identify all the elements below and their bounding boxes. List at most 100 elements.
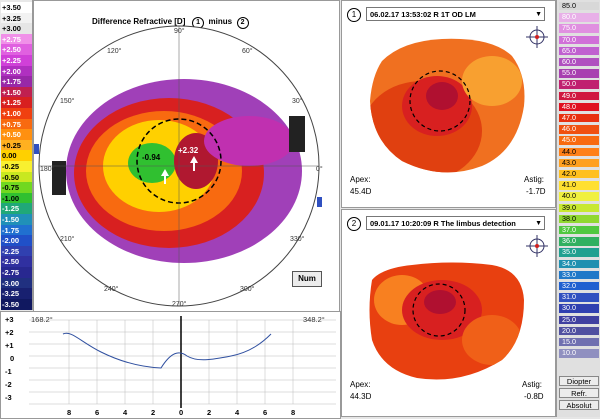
scale-entry: 38.0 [559, 214, 599, 224]
value-right: +2.32 [178, 146, 199, 155]
scale-entry: 33.0 [559, 270, 599, 280]
scale-entry: +2.50 [1, 44, 32, 56]
angle-120: 120° [107, 47, 122, 55]
apex-arrow-right [190, 156, 198, 163]
exam-two-marker: 2 [236, 17, 249, 29]
scale-entry: 48.0 [559, 102, 599, 112]
scale-entry: 55.0 [559, 68, 599, 78]
chevron-down-icon: ▼ [535, 220, 542, 227]
scale-entry: -0.50 [1, 171, 32, 183]
mask-block-right [289, 116, 305, 152]
scale-entry: 10.0 [559, 348, 599, 358]
profile-curve [62, 332, 272, 369]
profile-left-angle: 168.2° [31, 315, 53, 324]
scale-entry: 49.0 [559, 91, 599, 100]
scale-entry: +1.25 [1, 97, 32, 109]
scale-entry: 40.0 [559, 191, 599, 201]
mask-block-left [52, 161, 66, 195]
scale-entry: 45.0 [559, 135, 599, 145]
scale-entry: +1.00 [1, 108, 32, 119]
exam-select-value: 09.01.17 10:20:09 R The limbus detection [370, 219, 516, 228]
scale-entry: +2.00 [1, 65, 32, 77]
scale-entry: 70.0 [559, 35, 599, 44]
angle-210: 210° [60, 235, 75, 243]
astig-label: Astig: [524, 175, 545, 184]
curvature-map-2 [369, 262, 524, 380]
crosshair-icon[interactable] [526, 235, 548, 257]
angle-240: 240° [104, 285, 119, 293]
exam-select[interactable]: 09.01.17 10:20:09 R The limbus detection… [366, 216, 545, 230]
difference-color-scale: +3.50 +3.25 +3.00 +2.75 +2.50 +2.25 +2.00 +1.75… [0, 0, 33, 310]
apex-label: Apex: [350, 380, 371, 389]
scale-entry: +1.50 [1, 86, 32, 98]
angle-90: 90° [174, 27, 185, 35]
right-slider-handle[interactable] [317, 197, 322, 207]
curvature-map-1 [370, 38, 525, 173]
scale-entry: +0.25 [1, 139, 32, 151]
profile-ytick: 0 [10, 354, 14, 363]
apex-value: 44.3D [350, 392, 372, 401]
scale-entry: -1.50 [1, 214, 32, 225]
apex-value: 45.4D [350, 187, 372, 196]
profile-ytick: -1 [5, 367, 12, 376]
scale-entry: 32.0 [559, 281, 599, 291]
scale-entry: 39.0 [559, 203, 599, 212]
scale-entry: 65.0 [559, 46, 599, 56]
scale-entry: 50.0 [559, 79, 599, 89]
scale-entry: -0.25 [1, 161, 32, 172]
refr-button[interactable]: Refr. [559, 388, 599, 398]
angle-180: 180° [40, 165, 55, 173]
scale-entry: 42.0 [559, 169, 599, 179]
scale-entry: -1.25 [1, 203, 32, 215]
exam-select[interactable]: 06.02.17 13:53:02 R 1T OD LM ▼ [366, 7, 545, 21]
profile-xtick: 4 [235, 408, 240, 417]
scale-entry: +0.50 [1, 129, 32, 141]
crosshair-icon[interactable] [526, 26, 548, 48]
profile-xtick: 2 [151, 408, 155, 417]
scale-entry: -1.00 [1, 192, 32, 204]
minus-label: minus [208, 17, 233, 26]
astig-value: -0.8D [524, 392, 544, 401]
profile-right-angle: 348.2° [303, 315, 325, 324]
pupil-ring [409, 70, 471, 132]
scale-entry: -0.75 [1, 182, 32, 194]
left-slider-handle[interactable] [34, 144, 39, 154]
scale-entry: 43.0 [559, 158, 599, 168]
absolut-button[interactable]: Absolut [559, 400, 599, 410]
scale-entry: -3.25 [1, 288, 32, 300]
angle-270: 270° [172, 300, 187, 308]
pupil-ring [412, 283, 466, 337]
exam-select-value: 06.02.17 13:53:02 R 1T OD LM [370, 10, 476, 19]
scale-entry: +2.25 [1, 55, 32, 66]
profile-ytick: -2 [5, 380, 12, 389]
scale-entry: 25.0 [559, 315, 599, 324]
green-zone [128, 143, 176, 183]
profile-ytick: +3 [5, 315, 14, 324]
chevron-down-icon: ▼ [535, 11, 542, 18]
scale-entry: -2.50 [1, 256, 32, 268]
apex-arrow-left-stem [164, 176, 166, 184]
scale-entry: +1.75 [1, 76, 32, 88]
profile-xtick: 2 [207, 408, 211, 417]
scale-entry: +3.25 [1, 12, 32, 24]
angle-60: 60° [242, 47, 253, 55]
scale-entry: -3.00 [1, 277, 32, 289]
scale-entry: 36.0 [559, 236, 599, 246]
scale-entry: 31.0 [559, 292, 599, 302]
apex-arrow-right-stem [193, 163, 195, 171]
scale-entry: +3.00 [1, 23, 32, 35]
diopter-button[interactable]: Diopter [559, 376, 599, 386]
scale-entry: 34.0 [559, 259, 599, 268]
scale-entry: 35.0 [559, 247, 599, 257]
scale-entry: 44.0 [559, 147, 599, 156]
profile-xtick: 0 [179, 408, 183, 417]
apex-arrow-left [161, 169, 169, 176]
map-title-text: Difference Refractive [D] [92, 17, 186, 26]
scale-entry: 15.0 [559, 337, 599, 347]
difference-map-panel: Difference Refractive [D] 1 minus 2 [33, 0, 340, 312]
profile-ytick: -3 [5, 393, 12, 402]
magenta-edge-zone [204, 116, 294, 166]
scale-entry: +2.75 [1, 33, 32, 45]
num-button[interactable]: Num [292, 271, 322, 287]
angle-330: 330° [290, 235, 305, 243]
